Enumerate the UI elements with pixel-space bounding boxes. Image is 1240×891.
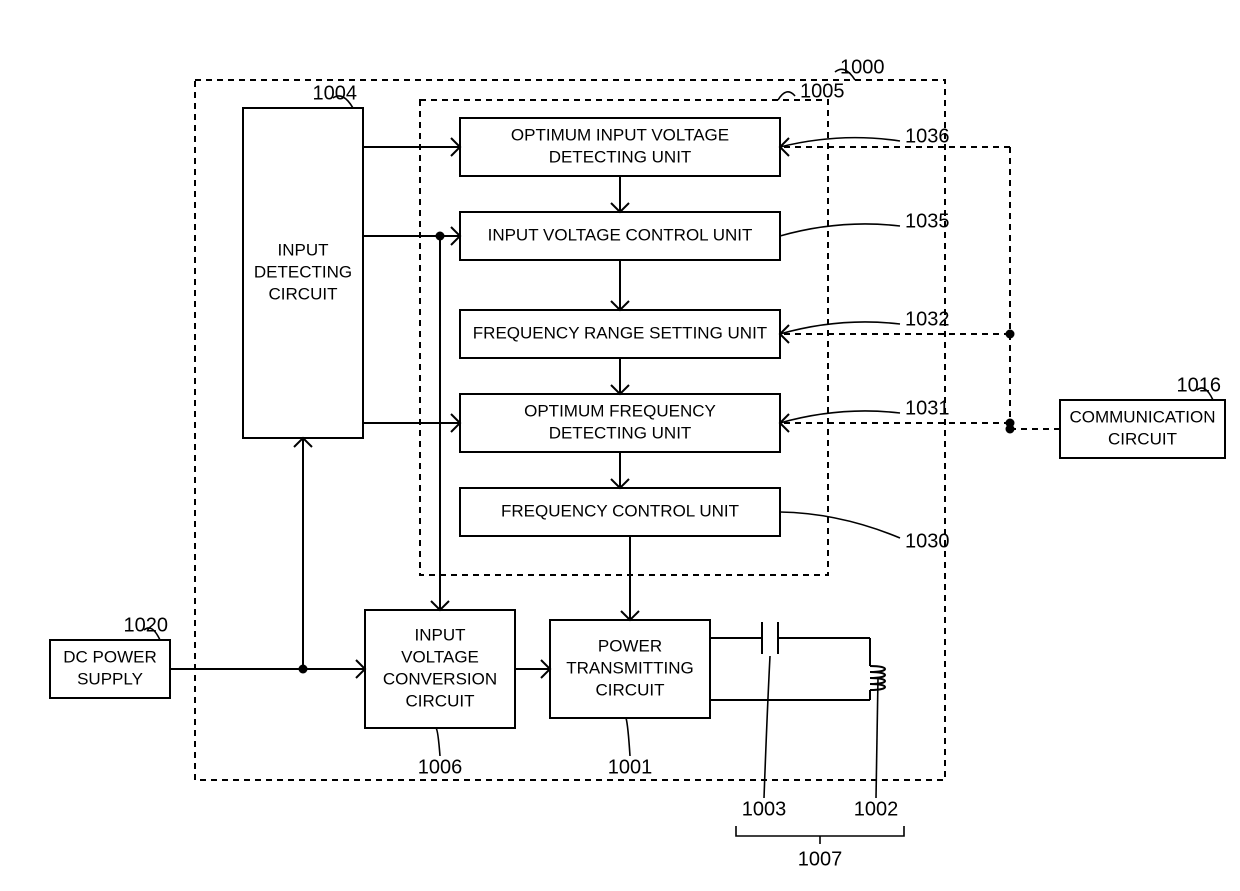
- svg-text:TRANSMITTING: TRANSMITTING: [566, 658, 694, 677]
- svg-text:1032: 1032: [905, 308, 950, 330]
- svg-text:CONVERSION: CONVERSION: [383, 669, 497, 688]
- svg-text:1000: 1000: [840, 56, 885, 78]
- svg-text:1003: 1003: [742, 798, 787, 820]
- svg-text:INPUT: INPUT: [278, 240, 329, 259]
- svg-text:COMMUNICATION: COMMUNICATION: [1069, 407, 1215, 426]
- svg-text:1016: 1016: [1177, 374, 1222, 396]
- svg-text:OPTIMUM FREQUENCY: OPTIMUM FREQUENCY: [524, 401, 716, 420]
- svg-text:CIRCUIT: CIRCUIT: [269, 284, 338, 303]
- svg-text:CIRCUIT: CIRCUIT: [406, 691, 475, 710]
- svg-text:DETECTING UNIT: DETECTING UNIT: [549, 423, 692, 442]
- svg-text:VOLTAGE: VOLTAGE: [401, 647, 479, 666]
- svg-text:INPUT VOLTAGE CONTROL UNIT: INPUT VOLTAGE CONTROL UNIT: [488, 225, 753, 244]
- svg-text:1030: 1030: [905, 530, 950, 552]
- svg-text:SUPPLY: SUPPLY: [77, 669, 143, 688]
- svg-text:INPUT: INPUT: [415, 625, 466, 644]
- svg-text:1007: 1007: [798, 848, 843, 870]
- svg-text:1005: 1005: [800, 80, 845, 102]
- svg-text:1002: 1002: [854, 798, 899, 820]
- svg-text:POWER: POWER: [598, 636, 662, 655]
- svg-text:1031: 1031: [905, 397, 950, 419]
- svg-text:CIRCUIT: CIRCUIT: [1108, 429, 1177, 448]
- svg-text:1020: 1020: [124, 614, 169, 636]
- svg-text:CIRCUIT: CIRCUIT: [596, 680, 665, 699]
- svg-text:1001: 1001: [608, 756, 653, 778]
- svg-text:1035: 1035: [905, 210, 950, 232]
- svg-text:DETECTING UNIT: DETECTING UNIT: [549, 147, 692, 166]
- svg-text:FREQUENCY CONTROL UNIT: FREQUENCY CONTROL UNIT: [501, 501, 739, 520]
- svg-text:1006: 1006: [418, 756, 463, 778]
- svg-text:1036: 1036: [905, 125, 950, 147]
- svg-text:FREQUENCY RANGE SETTING UNIT: FREQUENCY RANGE SETTING UNIT: [473, 323, 767, 342]
- svg-text:1004: 1004: [313, 82, 358, 104]
- svg-text:OPTIMUM INPUT VOLTAGE: OPTIMUM INPUT VOLTAGE: [511, 125, 729, 144]
- svg-text:DETECTING: DETECTING: [254, 262, 352, 281]
- svg-text:DC POWER: DC POWER: [63, 647, 157, 666]
